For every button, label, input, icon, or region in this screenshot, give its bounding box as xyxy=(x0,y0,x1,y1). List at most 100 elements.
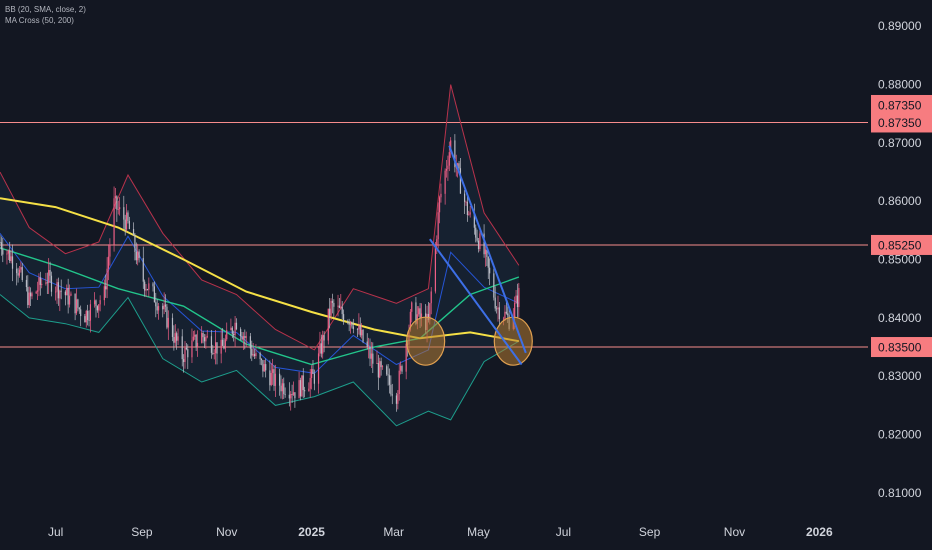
candle-body xyxy=(401,366,403,372)
candle-body xyxy=(398,370,400,395)
candle-body xyxy=(457,163,459,167)
candle-body xyxy=(366,341,368,348)
candle-body xyxy=(362,329,364,342)
candle-body xyxy=(60,290,62,292)
candle-body xyxy=(338,305,341,308)
candle-body xyxy=(429,303,431,321)
highlight-circle-0 xyxy=(406,316,446,366)
candle-body xyxy=(134,235,136,252)
candle-body xyxy=(329,308,331,316)
x-tick-label: Jul xyxy=(556,525,571,539)
candle-body xyxy=(465,201,467,203)
candle-body xyxy=(290,394,292,399)
candle-body xyxy=(337,305,339,307)
candle-body xyxy=(377,363,379,378)
x-tick-label: May xyxy=(467,525,490,539)
candle-body xyxy=(233,333,235,336)
candle-body xyxy=(409,311,411,330)
candle-body xyxy=(85,310,87,323)
candle-body xyxy=(518,287,520,308)
candle-body xyxy=(483,233,485,255)
candle-body xyxy=(319,343,321,354)
candle-body xyxy=(370,353,373,359)
candle-body xyxy=(505,311,507,314)
candle-body xyxy=(494,297,496,309)
candle-body xyxy=(77,299,79,308)
candle-body xyxy=(164,304,167,307)
candle-body xyxy=(255,352,257,357)
candle-body xyxy=(504,311,506,319)
candle-body xyxy=(270,372,272,386)
candle-body xyxy=(206,336,208,338)
candle-body xyxy=(269,370,271,386)
candle-body xyxy=(98,304,100,311)
candle-body xyxy=(395,395,398,404)
candle-body xyxy=(119,207,121,210)
candle-body xyxy=(473,212,475,228)
candle-body xyxy=(330,300,332,316)
candle-body xyxy=(405,343,407,372)
candle-body xyxy=(138,251,140,259)
candle-body xyxy=(450,140,452,153)
candle-body xyxy=(106,268,108,290)
candle-body xyxy=(95,300,97,307)
candle-body xyxy=(9,250,11,262)
candle-body xyxy=(6,253,8,255)
candle-body xyxy=(205,337,207,342)
candle-body xyxy=(127,212,129,221)
y-tick-label: 0.81000 xyxy=(878,486,922,500)
candle-body xyxy=(162,306,164,310)
candle-body xyxy=(309,378,311,389)
candle-body xyxy=(66,287,68,296)
candle-body xyxy=(30,292,32,297)
candle-body xyxy=(124,219,126,230)
candle-body xyxy=(349,322,352,325)
x-tick-label: Nov xyxy=(216,525,237,539)
candle-body xyxy=(458,163,460,169)
candle-body xyxy=(498,307,500,320)
candle-body xyxy=(493,273,495,298)
candle-body xyxy=(253,354,256,357)
candle-body xyxy=(348,322,350,325)
candle-body xyxy=(331,300,334,303)
candle-body xyxy=(142,258,144,282)
candle-body xyxy=(135,251,137,261)
candles xyxy=(0,134,520,412)
candle-body xyxy=(21,267,23,280)
candle-body xyxy=(20,267,22,270)
candle-body xyxy=(152,283,154,287)
candle-body xyxy=(210,336,213,353)
candle-body xyxy=(390,384,392,395)
candle-body xyxy=(226,330,228,340)
candle-body xyxy=(223,345,225,349)
candle-body xyxy=(484,249,487,255)
candle-body xyxy=(231,327,233,334)
candle-body xyxy=(252,354,254,356)
candle-body xyxy=(387,374,389,376)
candle-body xyxy=(516,295,519,308)
candle-body xyxy=(196,342,199,347)
candle-body xyxy=(323,335,325,341)
candle-body xyxy=(386,366,388,375)
candle-body xyxy=(18,269,21,276)
candle-body xyxy=(67,287,69,305)
candle-body xyxy=(489,267,491,274)
candle-body xyxy=(368,346,370,348)
candle-body xyxy=(234,322,236,336)
legend-bb[interactable]: BB (20, SMA, close, 2) xyxy=(5,5,86,14)
candle-body xyxy=(10,256,12,262)
candle-body xyxy=(310,369,313,379)
candle-body xyxy=(466,201,468,215)
candle-body xyxy=(265,364,267,371)
candle-body xyxy=(212,352,214,354)
candle-body xyxy=(109,244,111,257)
legend-ma-cross[interactable]: MA Cross (50, 200) xyxy=(5,16,74,25)
candle-body xyxy=(187,349,189,358)
candle-body xyxy=(56,282,58,292)
candle-body xyxy=(215,342,217,354)
candle-body xyxy=(262,360,264,372)
candle-body xyxy=(468,214,470,216)
candle-body xyxy=(183,359,185,362)
candle-body xyxy=(291,394,293,395)
